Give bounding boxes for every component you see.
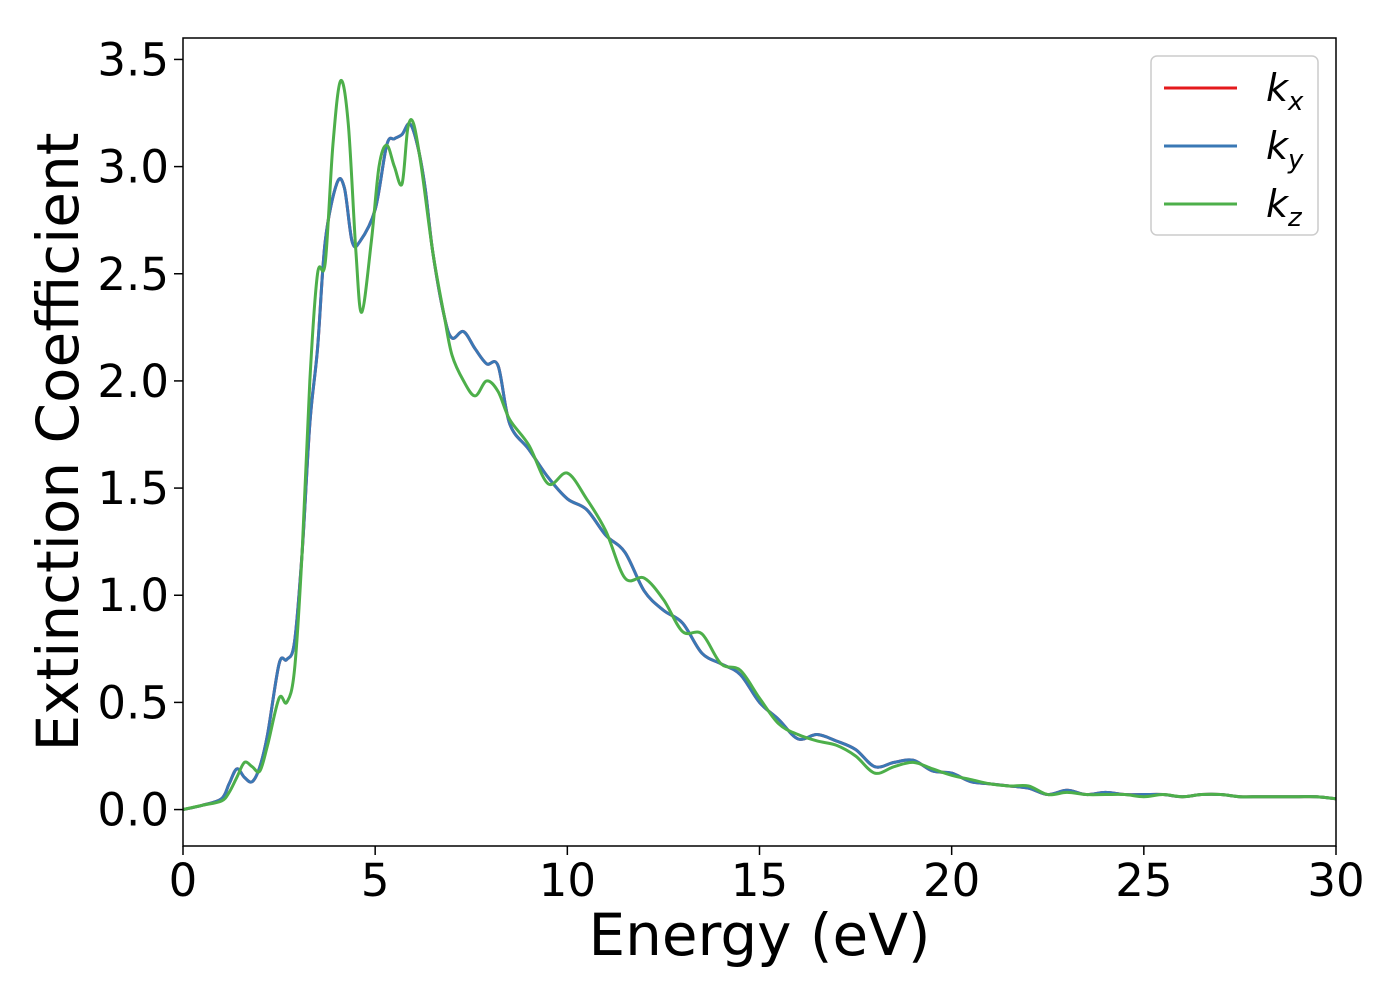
y-tick-label: 1.5 xyxy=(97,462,169,515)
y-tick-label: 3.0 xyxy=(97,141,169,194)
y-tick-label: 0.0 xyxy=(97,784,169,837)
x-axis: 0 5 10 15 20 25 30 xyxy=(169,846,1365,907)
x-tick-label: 20 xyxy=(923,854,980,907)
y-tick-label: 0.5 xyxy=(97,676,169,729)
legend: kx ky kz xyxy=(1150,55,1319,236)
x-tick-label: 25 xyxy=(1115,854,1172,907)
y-tick-label: 3.5 xyxy=(97,33,169,86)
x-tick-label: 15 xyxy=(731,854,788,907)
x-tick-label: 0 xyxy=(169,854,198,907)
y-tick-label: 2.5 xyxy=(97,248,169,301)
legend-label-kz: kz xyxy=(1266,182,1303,233)
legend-label-kx: kx xyxy=(1266,66,1304,117)
y-tick-label: 2.0 xyxy=(97,355,169,408)
x-tick-label: 5 xyxy=(361,854,390,907)
x-tick-label: 10 xyxy=(539,854,596,907)
x-axis-label: Energy (eV) xyxy=(588,901,930,969)
series-line-kz xyxy=(183,79,1336,812)
legend-label-ky: ky xyxy=(1266,124,1304,175)
y-axis-label: Extinction Coefficient xyxy=(24,133,92,752)
y-tick-label: 1.0 xyxy=(97,569,169,622)
x-tick-label: 30 xyxy=(1307,854,1364,907)
series-layer xyxy=(183,79,1336,812)
y-axis: 0.0 0.5 1.0 1.5 2.0 2.5 3.0 3.5 xyxy=(97,33,183,837)
